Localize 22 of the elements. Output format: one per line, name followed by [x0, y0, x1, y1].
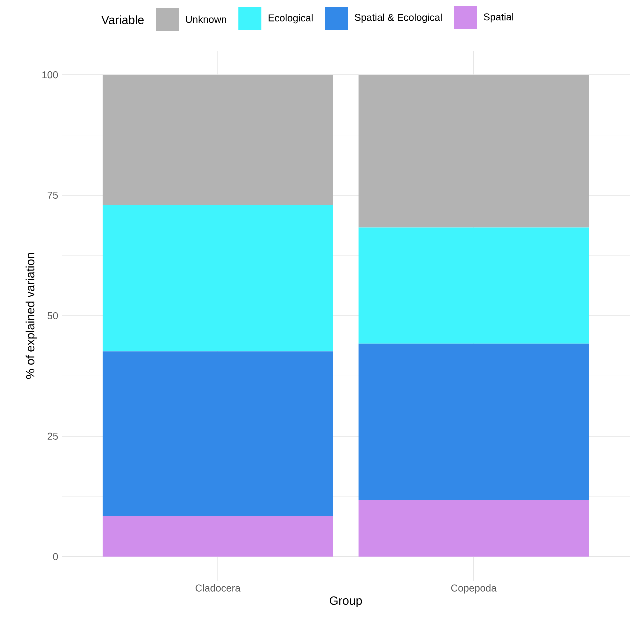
y-tick-label: 50	[48, 312, 58, 320]
legend-label: Ecological	[268, 14, 313, 24]
x-axis-title: Group	[330, 596, 362, 608]
bar	[358, 500, 590, 557]
bar	[102, 75, 334, 206]
bar	[102, 205, 334, 352]
bar	[358, 344, 590, 501]
y-axis-title: % of explained variation	[26, 253, 38, 380]
y-tick-label: 75	[48, 192, 58, 199]
y-tick-label: 0	[53, 553, 58, 560]
bar	[358, 75, 590, 228]
bar	[102, 352, 334, 516]
legend-label: Spatial & Ecological	[355, 14, 442, 24]
y-tick-label: 100	[42, 72, 58, 79]
bar	[102, 516, 334, 557]
bar	[358, 228, 590, 344]
y-tick-label: 25	[48, 432, 58, 440]
legend-label: Spatial	[484, 13, 514, 23]
legend-title: Variable	[102, 16, 144, 24]
legend-label: Unknown	[186, 16, 226, 24]
x-tick-label: Cladocera	[196, 584, 241, 592]
x-tick-label: Copepoda	[451, 584, 497, 594]
